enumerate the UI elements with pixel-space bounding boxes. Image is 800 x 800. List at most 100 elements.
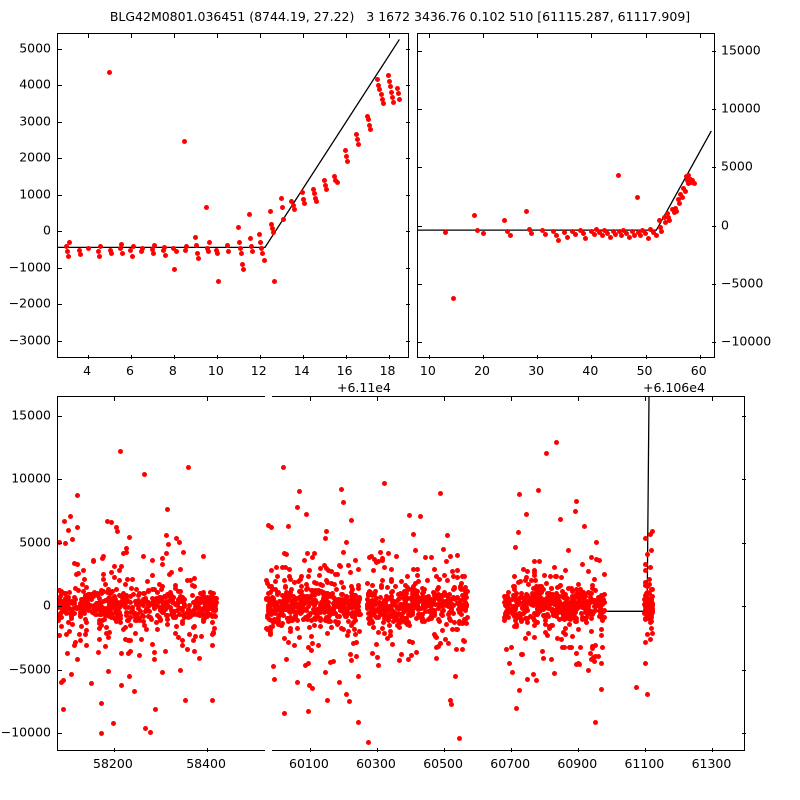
data-point — [440, 547, 446, 553]
data-point — [434, 573, 440, 579]
data-point — [578, 589, 584, 595]
axis-break-bottom — [265, 750, 272, 753]
data-point — [552, 573, 558, 579]
data-point — [310, 607, 316, 613]
data-point — [213, 600, 219, 606]
data-point — [344, 633, 350, 639]
data-point — [600, 617, 606, 623]
data-point — [159, 599, 165, 605]
data-point — [502, 594, 508, 600]
data-point — [237, 246, 243, 252]
data-point — [548, 574, 554, 580]
data-point — [349, 622, 355, 628]
data-point — [110, 612, 116, 618]
data-point — [303, 663, 309, 669]
data-point — [75, 605, 80, 611]
data-point — [65, 528, 71, 534]
data-point — [389, 607, 395, 613]
x-tick-label: 50 — [636, 363, 653, 378]
y-tick — [58, 669, 62, 671]
data-point — [556, 597, 562, 603]
data-point — [241, 267, 247, 273]
data-point — [350, 601, 356, 607]
data-point — [645, 584, 651, 590]
data-point — [100, 553, 106, 559]
data-point — [152, 657, 158, 663]
data-point — [569, 228, 575, 234]
data-point — [506, 595, 512, 601]
data-point — [532, 570, 538, 576]
data-point — [640, 227, 646, 233]
data-point — [182, 596, 188, 602]
data-point — [278, 623, 284, 629]
data-point — [516, 688, 522, 694]
data-point — [423, 604, 429, 610]
data-point — [523, 604, 529, 610]
data-point — [72, 611, 78, 617]
y-tick — [406, 340, 410, 342]
data-point — [79, 582, 85, 588]
data-point — [303, 607, 309, 613]
data-point — [520, 600, 526, 606]
data-point — [215, 251, 221, 257]
data-point — [282, 578, 288, 583]
data-point — [195, 251, 200, 257]
data-point — [442, 637, 448, 643]
data-point — [112, 597, 118, 603]
x-tick — [309, 397, 311, 401]
data-point — [226, 249, 232, 255]
data-point — [200, 589, 206, 595]
data-point — [637, 233, 643, 239]
data-point — [577, 645, 583, 651]
data-point — [554, 603, 560, 609]
data-point — [306, 708, 312, 714]
data-point — [58, 587, 63, 593]
data-point — [109, 519, 115, 525]
data-point — [376, 601, 382, 607]
data-point — [691, 181, 697, 187]
data-point — [527, 613, 533, 619]
data-point — [451, 574, 457, 580]
data-point — [454, 595, 460, 601]
data-point — [117, 609, 123, 615]
data-point — [88, 603, 94, 609]
data-point — [403, 583, 409, 589]
data-point — [343, 148, 349, 154]
data-point — [512, 573, 518, 579]
data-point — [65, 249, 71, 255]
data-point — [311, 603, 317, 609]
data-point — [143, 726, 149, 732]
data-point — [675, 197, 681, 203]
data-point — [356, 608, 362, 614]
data-point — [431, 598, 437, 604]
data-point — [529, 231, 535, 237]
data-point — [503, 596, 509, 602]
data-point — [104, 518, 110, 524]
data-point — [311, 550, 317, 556]
data-point — [591, 232, 597, 238]
data-point — [170, 597, 176, 603]
data-point — [410, 598, 416, 604]
data-point — [88, 597, 94, 603]
data-point — [88, 680, 94, 686]
data-point — [315, 590, 321, 596]
data-point — [544, 451, 550, 457]
data-point — [502, 218, 508, 224]
data-point — [341, 602, 347, 608]
data-point — [79, 603, 85, 609]
data-point — [285, 591, 291, 597]
data-point — [382, 630, 388, 636]
data-point — [85, 246, 91, 252]
data-point — [507, 599, 513, 605]
data-point — [327, 612, 333, 618]
data-point — [235, 225, 241, 231]
data-point — [323, 186, 329, 192]
data-point — [72, 585, 78, 591]
data-point — [295, 578, 301, 584]
data-point — [96, 617, 102, 623]
data-point — [645, 601, 651, 607]
data-point — [428, 608, 434, 614]
data-point — [380, 602, 386, 608]
data-point — [173, 249, 179, 255]
data-point — [573, 616, 579, 621]
